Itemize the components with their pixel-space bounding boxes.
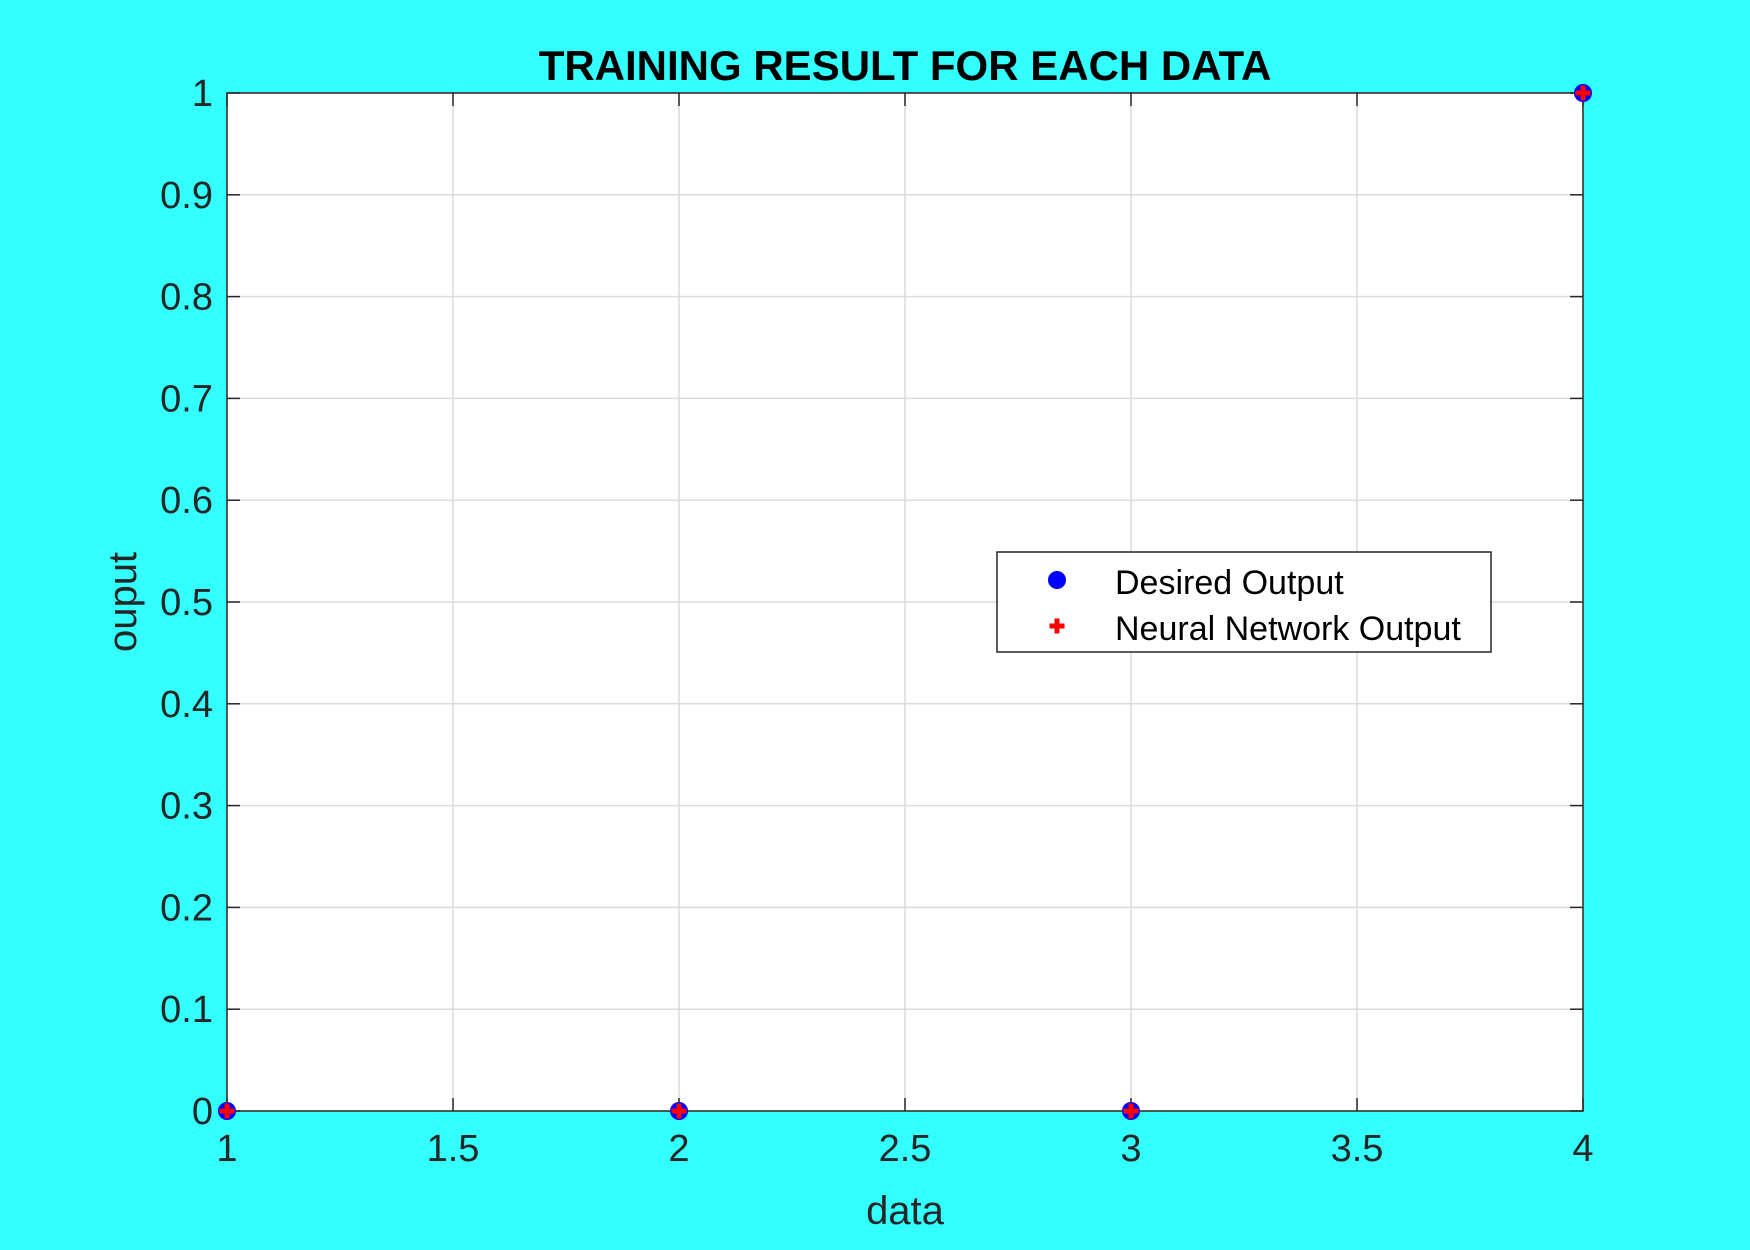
legend-plus-marker [1049, 618, 1065, 634]
y-tick-label: 1 [192, 73, 213, 115]
y-tick-label: 0 [192, 1091, 213, 1133]
y-tick-label: 0.8 [160, 277, 213, 319]
x-tick-labels: 1 1.5 2 2.5 3 3.5 4 [216, 1128, 1593, 1170]
y-axis-label: ouput [101, 552, 145, 652]
legend-box [996, 551, 1492, 653]
legend-item-desired-output: Desired Output [1048, 564, 1344, 602]
neural-network-output-point [219, 1103, 235, 1119]
y-tick-label: 0.4 [160, 684, 213, 726]
legend-item-neural-network-output: Neural Network Output [1049, 610, 1461, 648]
neural-network-output-point [1575, 85, 1591, 101]
x-tick-label: 1.5 [427, 1128, 480, 1170]
markers [218, 84, 1592, 1120]
y-tick-label: 0.6 [160, 480, 213, 522]
y-tick-label: 0.7 [160, 378, 213, 420]
x-tick-label: 2 [668, 1128, 689, 1170]
legend-label-desired-output: Desired Output [1115, 564, 1344, 602]
legend-label-neural-network-output: Neural Network Output [1115, 610, 1461, 648]
legend: Desired Output Neural Network Output [996, 551, 1492, 653]
y-tick-label: 0.5 [160, 582, 213, 624]
y-tick-labels: 0 0.1 0.2 0.3 0.4 0.5 0.6 0.7 0.8 0.9 1 [160, 73, 213, 1133]
x-tick-label: 3 [1120, 1128, 1141, 1170]
y-tick-label: 0.2 [160, 887, 213, 929]
x-tick-label: 3.5 [1331, 1128, 1384, 1170]
x-tick-label: 4 [1572, 1128, 1593, 1170]
neural-network-output-point [1123, 1103, 1139, 1119]
neural-network-output-point [671, 1103, 687, 1119]
y-tick-label: 0.1 [160, 989, 213, 1031]
x-tick-label: 2.5 [879, 1128, 932, 1170]
y-tick-label: 0.9 [160, 175, 213, 217]
legend-circle-marker [1048, 571, 1066, 589]
chart-title: TRAINING RESULT FOR EACH DATA [539, 42, 1272, 89]
axes-box [226, 92, 1584, 1112]
x-axis-label: data [866, 1189, 945, 1233]
x-tick-label: 1 [216, 1128, 237, 1170]
y-tick-label: 0.3 [160, 786, 213, 828]
